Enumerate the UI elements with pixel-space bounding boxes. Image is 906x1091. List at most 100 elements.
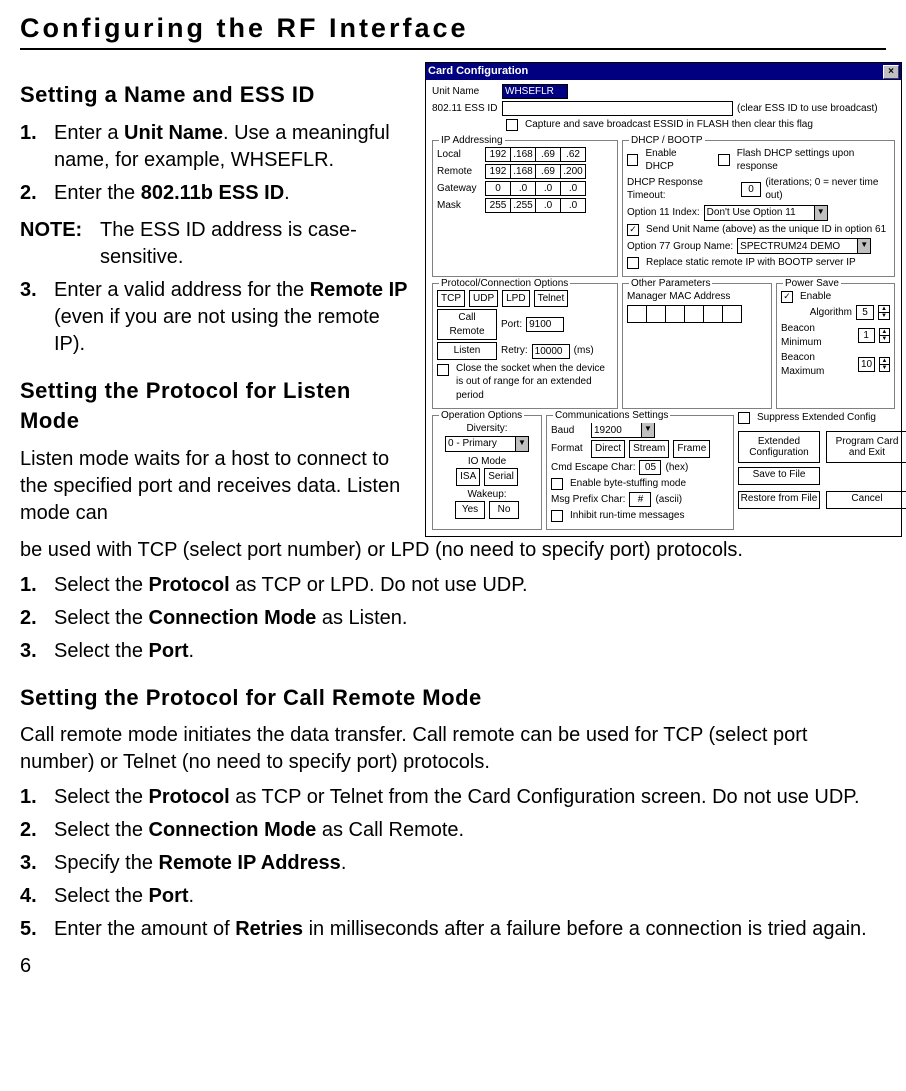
close-socket-checkbox[interactable] bbox=[437, 364, 449, 376]
call-remote-button[interactable]: Call Remote bbox=[437, 309, 497, 340]
close-icon[interactable]: × bbox=[883, 65, 899, 79]
list-item: Select the Protocol as TCP or LPD. Do no… bbox=[54, 572, 886, 599]
ip-addressing-legend: IP Addressing bbox=[439, 134, 505, 148]
dialog-title: Card Configuration bbox=[428, 64, 528, 79]
diversity-label: Diversity: bbox=[437, 422, 537, 436]
dhcp-timeout-hint: (iterations; 0 = never time out) bbox=[765, 176, 890, 203]
algorithm-stepper[interactable]: ▲▼ bbox=[878, 305, 890, 320]
prefix-char-input[interactable]: # bbox=[629, 492, 651, 507]
format-label: Format bbox=[551, 442, 587, 456]
enable-dhcp-checkbox[interactable] bbox=[627, 154, 638, 166]
list-item: Select the Port. bbox=[54, 883, 886, 910]
bytestuff-checkbox[interactable] bbox=[551, 478, 563, 490]
algorithm-label: Algorithm bbox=[810, 306, 852, 320]
option11-select[interactable]: Don't Use Option 11▼ bbox=[704, 205, 828, 221]
paragraph: be used with TCP (select port number) or… bbox=[20, 537, 886, 564]
direct-button[interactable]: Direct bbox=[591, 440, 625, 458]
prefix-char-label: Msg Prefix Char: bbox=[551, 493, 625, 507]
mac-address-input[interactable] bbox=[627, 305, 767, 323]
section-heading-name-ess: Setting a Name and ESS ID bbox=[20, 80, 415, 110]
ess-id-input[interactable] bbox=[502, 101, 733, 116]
list-item: Select the Protocol as TCP or Telnet fro… bbox=[54, 784, 886, 811]
inhibit-label: Inhibit run-time messages bbox=[570, 509, 685, 523]
close-socket-label: Close the socket when the device is out … bbox=[456, 362, 613, 403]
restore-from-file-button[interactable]: Restore from File bbox=[738, 491, 820, 509]
extended-config-button[interactable]: Extended Configuration bbox=[738, 431, 820, 463]
list-item: Select the Connection Mode as Listen. bbox=[54, 605, 886, 632]
escape-char-input[interactable]: 05 bbox=[639, 460, 661, 475]
local-ip-input[interactable]: 192.168.69.62 bbox=[485, 147, 586, 162]
comm-settings-legend: Communications Settings bbox=[553, 409, 670, 423]
frame-button[interactable]: Frame bbox=[673, 440, 710, 458]
dhcp-timeout-input[interactable]: 0 bbox=[741, 182, 762, 197]
stream-button[interactable]: Stream bbox=[629, 440, 669, 458]
note-label: NOTE: bbox=[20, 217, 100, 271]
wakeup-no-button[interactable]: No bbox=[489, 501, 519, 519]
beacon-max-input[interactable]: 10 bbox=[858, 357, 875, 372]
chevron-down-icon: ▼ bbox=[857, 239, 870, 253]
list-number: 2. bbox=[20, 817, 54, 844]
flash-dhcp-label: Flash DHCP settings upon response bbox=[737, 147, 890, 174]
note-text: The ESS ID address is case-sensitive. bbox=[100, 217, 415, 271]
chevron-down-icon: ▼ bbox=[641, 423, 654, 437]
gateway-label: Gateway bbox=[437, 182, 481, 196]
power-save-legend: Power Save bbox=[783, 277, 841, 291]
list-item: Specify the Remote IP Address. bbox=[54, 850, 886, 877]
power-enable-checkbox[interactable]: ✓ bbox=[781, 291, 793, 303]
other-params-legend: Other Parameters bbox=[629, 277, 712, 291]
port-label: Port: bbox=[501, 318, 522, 332]
diversity-select[interactable]: 0 - Primary▼ bbox=[445, 436, 529, 452]
inhibit-checkbox[interactable] bbox=[551, 510, 563, 522]
capture-essid-label: Capture and save broadcast ESSID in FLAS… bbox=[525, 118, 813, 132]
retry-input[interactable]: 10000 bbox=[532, 344, 570, 359]
lpd-button[interactable]: LPD bbox=[502, 290, 529, 308]
tcp-button[interactable]: TCP bbox=[437, 290, 465, 308]
program-card-button[interactable]: Program Card and Exit bbox=[826, 431, 906, 463]
unit-name-input[interactable]: WHSEFLR bbox=[502, 84, 568, 99]
page-number: 6 bbox=[20, 953, 886, 980]
ess-id-label: 802.11 ESS ID bbox=[432, 102, 498, 116]
local-label: Local bbox=[437, 148, 481, 162]
beacon-min-input[interactable]: 1 bbox=[858, 328, 875, 343]
io-mode-label: IO Mode bbox=[437, 455, 537, 469]
replace-ip-checkbox[interactable] bbox=[627, 257, 639, 269]
gateway-ip-input[interactable]: 0.0.0.0 bbox=[485, 181, 586, 196]
list-item: Enter a valid address for the Remote IP … bbox=[54, 277, 415, 358]
option77-label: Option 77 Group Name: bbox=[627, 240, 733, 254]
paragraph: Call remote mode initiates the data tran… bbox=[20, 722, 886, 776]
retry-label: Retry: bbox=[501, 344, 528, 358]
replace-ip-label: Replace static remote IP with BOOTP serv… bbox=[646, 256, 856, 270]
beacon-min-stepper[interactable]: ▲▼ bbox=[879, 328, 890, 343]
beacon-max-label: Beacon Maximum bbox=[781, 351, 854, 378]
port-input[interactable]: 9100 bbox=[526, 317, 564, 332]
capture-essid-checkbox[interactable] bbox=[506, 119, 518, 131]
page-title: Configuring the RF Interface bbox=[20, 10, 886, 50]
remote-label: Remote bbox=[437, 165, 481, 179]
hex-label: (hex) bbox=[665, 461, 688, 475]
udp-button[interactable]: UDP bbox=[469, 290, 498, 308]
list-item: Enter the amount of Retries in milliseco… bbox=[54, 916, 886, 943]
listen-button[interactable]: Listen bbox=[437, 342, 497, 360]
mask-ip-input[interactable]: 255.255.0.0 bbox=[485, 198, 586, 213]
ascii-label: (ascii) bbox=[655, 493, 682, 507]
list-number: 2. bbox=[20, 180, 54, 207]
list-item: Enter the 802.11b ESS ID. bbox=[54, 180, 415, 207]
section-heading-listen: Setting the Protocol for Listen Mode bbox=[20, 376, 415, 435]
isa-button[interactable]: ISA bbox=[456, 468, 480, 486]
option77-select[interactable]: SPECTRUM24 DEMO▼ bbox=[737, 238, 871, 254]
baud-select[interactable]: 19200▼ bbox=[591, 422, 655, 438]
wakeup-label: Wakeup: bbox=[437, 488, 537, 502]
suppress-checkbox[interactable] bbox=[738, 412, 750, 424]
remote-ip-input[interactable]: 192.168.69.200 bbox=[485, 164, 586, 179]
telnet-button[interactable]: Telnet bbox=[534, 290, 569, 308]
serial-button[interactable]: Serial bbox=[484, 468, 518, 486]
beacon-max-stepper[interactable]: ▲▼ bbox=[879, 357, 890, 372]
power-enable-label: Enable bbox=[800, 290, 831, 304]
option61-checkbox[interactable]: ✓ bbox=[627, 224, 639, 236]
flash-dhcp-checkbox[interactable] bbox=[718, 154, 729, 166]
algorithm-input[interactable]: 5 bbox=[856, 305, 874, 320]
list-number: 1. bbox=[20, 572, 54, 599]
cancel-button[interactable]: Cancel bbox=[826, 491, 906, 509]
save-to-file-button[interactable]: Save to File bbox=[738, 467, 820, 485]
wakeup-yes-button[interactable]: Yes bbox=[455, 501, 485, 519]
